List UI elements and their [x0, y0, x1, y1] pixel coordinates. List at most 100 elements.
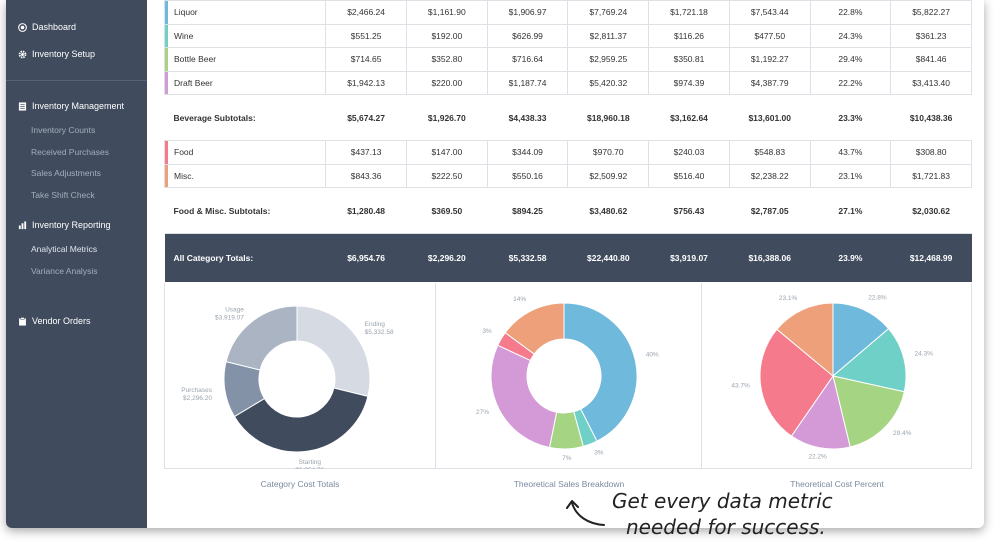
nav-inventory-setup[interactable]: Inventory Setup — [18, 49, 95, 59]
row-label-text: Liquor — [174, 7, 198, 18]
table-cell: 23.1% — [809, 163, 892, 188]
sidebar-item-inventory-counts[interactable]: Inventory Counts — [31, 125, 96, 135]
table-cell: $344.09 — [486, 140, 569, 165]
table-row: Bottle Beer $714.65 $352.80 $716.64 $2,959.2… — [163, 47, 972, 72]
table-row: Food $437.13 $147.00 $344.09 $970.70 $240.03 $… — [163, 140, 972, 165]
table-cell: $1,721.18 — [648, 0, 730, 25]
sidebar-item-received-purchases[interactable]: Received Purchases — [31, 147, 109, 157]
pie-slice — [563, 302, 638, 442]
sidebar-item-sales-adjustments[interactable]: Sales Adjustments — [31, 168, 101, 178]
pie-slice — [831, 327, 907, 393]
chart-title-cost-totals: Category Cost Totals — [260, 479, 340, 489]
handwritten-annotation: Get every data metric needed for success… — [612, 488, 862, 540]
category-color-swatch — [165, 164, 168, 187]
table-cell: 23.3% — [810, 94, 891, 141]
table-row: Draft Beer $1,942.13 $220.00 $1,187.74 $5,42… — [163, 70, 972, 95]
table-cell: $841.46 — [890, 47, 972, 72]
table-cell: $516.40 — [648, 163, 730, 188]
cost-percent-pie: 22.8% 24.3% 29.4% 22.2% 43.7% 23.1% — [731, 295, 934, 461]
table-cell: $222.50 — [405, 163, 488, 188]
table-cell: $361.23 — [890, 23, 972, 48]
row-label-text: All Category Totals: — [173, 252, 254, 263]
table-cell: $3,413.40 — [890, 70, 972, 95]
row-label-text: Food — [174, 147, 194, 158]
row-label: Beverage Subtotals: — [164, 94, 326, 141]
table-cell: $714.65 — [325, 47, 407, 72]
nav-inventory-reporting[interactable]: Inventory Reporting — [18, 220, 111, 230]
nav-dashboard[interactable]: Dashboard — [18, 22, 76, 32]
row-label-text: Wine — [174, 30, 194, 41]
table-cell: $3,480.62 — [567, 187, 649, 234]
table-cell: $2,959.25 — [567, 47, 650, 72]
row-label-text: Misc. — [174, 170, 194, 181]
table-cell: 27.1% — [810, 187, 891, 234]
table-cell: $369.50 — [406, 187, 488, 234]
table-cell: $220.00 — [405, 70, 488, 95]
table-cell: $22,440.80 — [567, 233, 649, 282]
table-cell: $18,960.18 — [567, 94, 649, 141]
table-cell: $5,332.58 — [487, 233, 568, 282]
table-row: Wine $551.25 $192.00 $626.99 $2,811.37 $116.2… — [163, 23, 972, 48]
sidebar-item-variance-analysis[interactable]: Variance Analysis — [31, 266, 98, 276]
sales-breakdown-donut: 40% 3% 7% 27% 3% 14% — [476, 296, 659, 462]
table-cell: $1,721.83 — [890, 163, 972, 188]
category-color-swatch — [165, 141, 168, 164]
nav-inventory-management[interactable]: Inventory Management — [18, 101, 124, 111]
slice-label: 29.4% — [893, 430, 912, 437]
dashboard-icon — [18, 22, 27, 32]
table-cell: $5,674.27 — [325, 94, 407, 141]
table-cell: $2,509.92 — [567, 163, 650, 188]
arrow-icon — [566, 500, 605, 526]
nav-vendor-orders[interactable]: Vendor Orders — [18, 316, 91, 326]
totals-row: All Category Totals: $6,954.76 $2,296.20 $5… — [164, 233, 972, 282]
table-cell: $2,787.05 — [729, 187, 811, 234]
pie-slice — [225, 305, 298, 371]
row-label: All Category Totals: — [164, 233, 326, 282]
row-label-text: Draft Beer — [174, 77, 213, 88]
chart-title-cost-percent: Theoretical Cost Percent — [790, 479, 884, 489]
table-cell: $1,942.13 — [325, 70, 407, 95]
row-label: Misc. — [163, 163, 327, 188]
pie-slice — [233, 387, 369, 453]
chart-category-cost-totals: Ending$5,332.58 Starting$6,954.76 Purchase… — [164, 283, 436, 474]
pie-slice — [832, 375, 905, 448]
subtotal-row: Beverage Subtotals: $5,674.27 $1,926.70 $4,… — [164, 94, 972, 141]
sidebar-item-take-shift-check[interactable]: Take Shift Check — [31, 190, 95, 200]
pie-slice — [832, 302, 890, 378]
pie-slice — [790, 374, 851, 450]
slice-label: Usage $3,919.07 — [215, 306, 244, 321]
table-cell: $6,954.76 — [325, 233, 407, 282]
row-label-text: Beverage Subtotals: — [173, 112, 256, 123]
nav-inventory-setup-label: Inventory Setup — [32, 49, 96, 59]
table-cell: $12,468.99 — [890, 233, 972, 282]
slice-label: 7% — [562, 455, 572, 462]
sidebar-item-analytical-metrics[interactable]: Analytical Metrics — [31, 244, 98, 254]
table-cell: $894.25 — [487, 187, 568, 234]
slice-label: 3% — [594, 449, 604, 456]
table-cell: $843.36 — [325, 163, 407, 188]
table-cell: $974.39 — [648, 70, 730, 95]
table-cell: $1,161.90 — [405, 0, 488, 25]
nav-inventory-management-label: Inventory Management — [32, 101, 125, 111]
table-cell: 22.2% — [809, 70, 892, 95]
app-window: Dashboard Inventory Setup Inventory Mana… — [6, 0, 984, 528]
slice-label: Starting$6,954.76 — [295, 459, 324, 469]
pie-slice — [490, 344, 558, 449]
pie-slice — [296, 305, 371, 397]
slice-label: 14% — [513, 296, 526, 303]
table-cell: $7,543.44 — [728, 0, 811, 25]
slice-label: Purchases $2,296.20 — [181, 387, 212, 402]
table-cell: $240.03 — [648, 140, 730, 165]
slice-label: 43.7% — [731, 382, 750, 389]
table-cell: 22.8% — [809, 0, 892, 25]
main-content: Liquor $2,466.24 $1,161.90 $1,906.97 $7,769.… — [147, 0, 984, 528]
table-cell: $1,187.74 — [486, 70, 569, 95]
slice-label: 24.3% — [915, 351, 934, 358]
table-cell: $2,811.37 — [567, 23, 650, 48]
table-cell: $716.64 — [486, 47, 569, 72]
nav-dashboard-label: Dashboard — [32, 22, 77, 32]
table-cell: $2,466.24 — [325, 0, 407, 25]
table-cell: $1,192.27 — [728, 47, 811, 72]
table-cell: $308.80 — [890, 140, 972, 165]
table-cell: $116.26 — [648, 23, 730, 48]
